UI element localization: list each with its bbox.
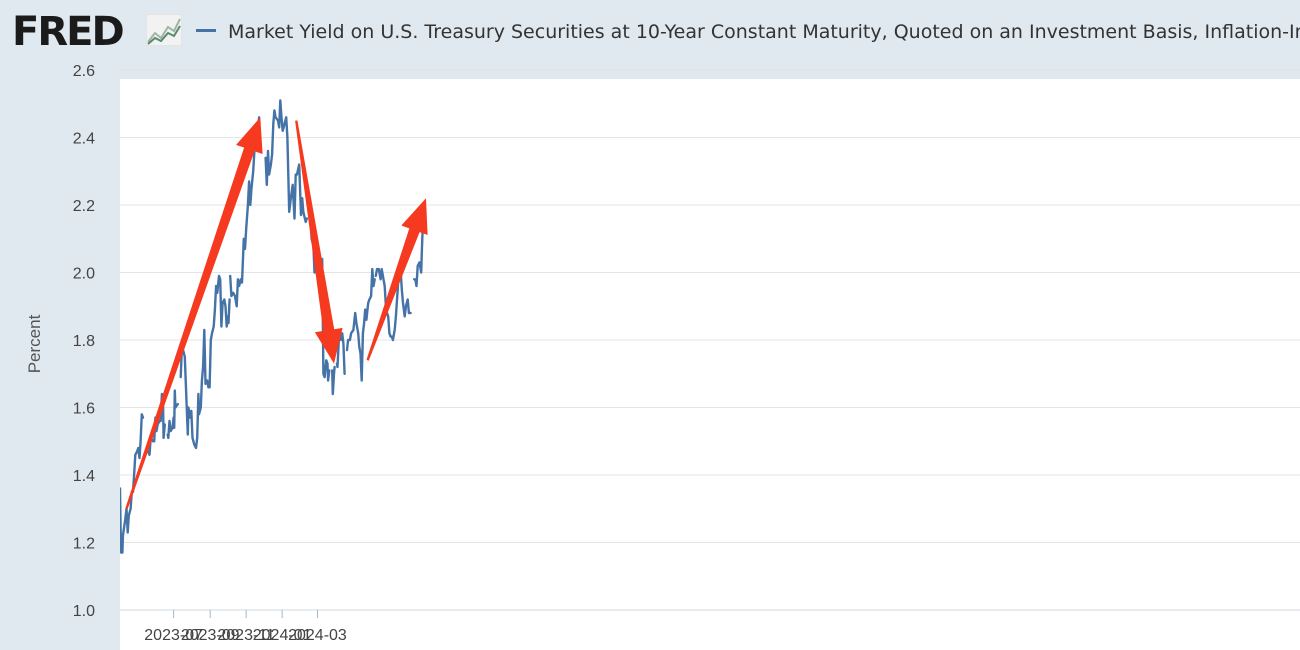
annotation-arrow (366, 198, 428, 361)
line-graph-icon (146, 14, 182, 46)
annotation-layer (125, 117, 428, 510)
grid-lines (120, 69, 1300, 611)
annotation-arrow (295, 120, 343, 364)
chart-header: FRED Market Yield on U.S. Treasury Secur… (0, 0, 1300, 62)
annotation-arrow (125, 117, 263, 510)
y-tick-label: 2.4 (73, 131, 95, 148)
fred-logo: FRED (12, 9, 125, 55)
y-tick-label: 1.0 (73, 603, 95, 620)
legend[interactable]: Market Yield on U.S. Treasury Securities… (196, 18, 1300, 46)
y-tick-label: 2.2 (73, 198, 95, 215)
y-tick-label: 1.4 (73, 468, 95, 485)
y-axis-title: Percent (25, 314, 44, 373)
legend-label: Market Yield on U.S. Treasury Securities… (228, 21, 1300, 43)
x-tick-label: 2024-03 (288, 627, 347, 644)
y-tick-label: 1.8 (73, 333, 95, 350)
legend-swatch (196, 29, 216, 32)
x-tick-label: 2023-09 (181, 627, 240, 644)
y-axis: 1.0 1.2 1.4 1.6 1.8 2.0 2.2 2.4 2.6 (73, 63, 95, 620)
plot-area (120, 79, 1300, 650)
y-tick-label: 1.6 (73, 401, 95, 418)
x-tick-label: 2023-11 (217, 627, 275, 644)
x-tick-label: 2023-07 (144, 627, 203, 644)
y-tick-label: 2.0 (73, 266, 95, 283)
y-tick-label: 2.6 (73, 63, 95, 80)
y-tick-label: 1.2 (73, 536, 95, 553)
x-tick-label: 2024-01 (253, 627, 312, 644)
